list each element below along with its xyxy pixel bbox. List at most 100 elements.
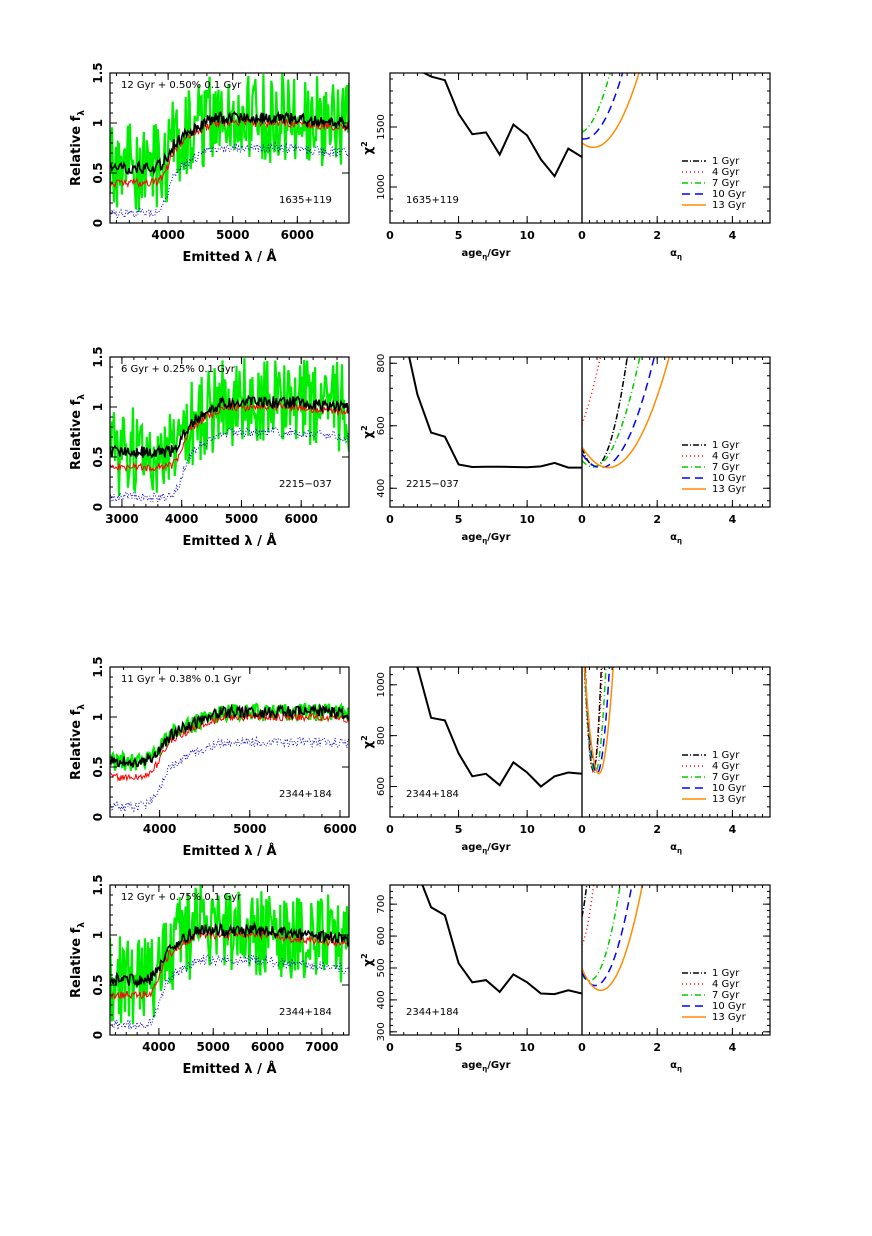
- chi2-alpha-frame: [581, 666, 771, 818]
- x-axis-label: Emitted λ / Å: [182, 249, 276, 265]
- x-tick-label: 2: [653, 1041, 661, 1054]
- y-tick-label: 0.5: [91, 162, 105, 183]
- x-tick-label: 3000: [105, 512, 138, 526]
- x-axis-label-subscript: η: [677, 1065, 682, 1073]
- y-tick-label: 400: [376, 990, 387, 1009]
- y-tick-label: 300: [376, 1022, 387, 1041]
- chi2-alpha-curve-10-gyr: [582, 885, 633, 987]
- y-tick-label: 0: [91, 813, 105, 821]
- chi2-alpha-frame: [581, 356, 771, 508]
- x-axis-label-tail: /Gyr: [487, 248, 510, 259]
- x-tick-label: 0: [386, 229, 394, 242]
- chi2-alpha-curve-13-gyr: [582, 73, 640, 149]
- y-tick-label: 500: [376, 958, 387, 977]
- x-tick-label: 2: [653, 513, 661, 526]
- y-tick-label: 0.5: [91, 446, 105, 467]
- y-tick-label: 700: [376, 895, 387, 914]
- x-axis-label-tail: /Gyr: [487, 1060, 510, 1071]
- chi2-age-panel: 0 5 10 400 600 800 2215−037 ageη/Gyr χ2: [360, 354, 770, 545]
- x-axis-label: αη: [670, 248, 682, 261]
- chi2-alpha-curves: [582, 357, 670, 469]
- y-axis-label-superscript: 2: [360, 735, 369, 741]
- x-axis-label: Emitted λ / Å: [182, 533, 276, 549]
- legend-label: 4 Gyr: [712, 451, 740, 462]
- object-label: 2215−037: [279, 479, 332, 490]
- y-tick-label: 0: [91, 1031, 105, 1039]
- chi2-alpha-curve-13-gyr: [583, 667, 614, 775]
- y-axis-label: Relative fλ: [69, 922, 87, 998]
- chi2-alpha-frame: [581, 72, 771, 224]
- y-tick-label: 1000: [376, 672, 387, 697]
- legend-label: 13 Gyr: [712, 794, 747, 805]
- legend-label: 7 Gyr: [712, 178, 740, 189]
- y-tick-label: 1.5: [91, 346, 105, 367]
- y-axis-label: χ2: [360, 735, 375, 748]
- x-axis-label: αη: [670, 532, 682, 545]
- x-tick-label: 4: [729, 513, 737, 526]
- y-axis-label-subscript: λ: [77, 922, 87, 928]
- old-population-line: [110, 930, 349, 1000]
- object-label: 2344+184: [279, 789, 332, 800]
- y-tick-label: 0: [91, 503, 105, 511]
- x-tick-label: 4000: [142, 1040, 175, 1054]
- x-tick-label: 6000: [284, 512, 317, 526]
- x-tick-label: 10: [519, 823, 535, 836]
- x-axis-label: αη: [670, 842, 682, 855]
- spectrum-panel: 4000 5000 6000 0 0.5 1 1.5 11 Gyr + 0.38% 0.1 G…: [69, 656, 357, 859]
- y-axis-label-subscript: λ: [77, 704, 87, 710]
- observed-spectrum-line: [110, 73, 349, 212]
- x-tick-label: 5: [455, 229, 463, 242]
- fit-label: 12 Gyr + 0.50% 0.1 Gyr: [121, 80, 242, 91]
- chi2-alpha-curve-4-gyr: [582, 885, 595, 946]
- x-axis-label-subscript: η: [482, 537, 487, 545]
- young-population-line: [110, 426, 349, 503]
- chi2-age-line: [416, 667, 582, 788]
- x-tick-label: 5000: [233, 822, 266, 836]
- object-label: 2344+184: [406, 789, 459, 800]
- spectrum-frame: [109, 884, 350, 1036]
- x-tick-label: 0: [578, 513, 586, 526]
- chi2-age-line: [422, 73, 582, 179]
- legend-label: 4 Gyr: [712, 167, 740, 178]
- x-axis-label-subscript: η: [482, 847, 487, 855]
- spectrum-panel: 4000 5000 6000 7000 0 0.5 1 1.5 12 Gyr + 0.75% 0…: [69, 874, 350, 1077]
- y-tick-label: 1.5: [91, 62, 105, 83]
- chi2-alpha-curve-10-gyr: [582, 73, 624, 140]
- x-tick-label: 5: [455, 823, 463, 836]
- x-axis-label: Emitted λ / Å: [182, 843, 276, 859]
- chi2-alpha-curve-13-gyr: [582, 885, 644, 992]
- x-axis-label: αη: [670, 1060, 682, 1073]
- x-tick-label: 4: [729, 823, 737, 836]
- legend-label: 13 Gyr: [712, 1012, 747, 1023]
- legend-label: 10 Gyr: [712, 783, 747, 794]
- y-axis-label: Relative fλ: [69, 394, 87, 470]
- x-tick-label: 6000: [281, 228, 314, 242]
- legend-label: 4 Gyr: [712, 761, 740, 772]
- x-tick-label: 0: [578, 823, 586, 836]
- chi2-age-panel: 0 5 10 300 400 500 600 700 2344+184 ageη/Gyr χ2: [360, 884, 770, 1073]
- x-axis-label: ageη/Gyr: [462, 248, 511, 261]
- chi2-alpha-curves: [582, 885, 644, 992]
- x-tick-label: 5: [455, 1041, 463, 1054]
- x-axis-label-subscript: η: [482, 1065, 487, 1073]
- observed-spectrum-line: [110, 885, 349, 1025]
- y-tick-label: 1: [91, 931, 105, 939]
- x-axis-label: ageη/Gyr: [462, 532, 511, 545]
- legend-label: 4 Gyr: [712, 979, 740, 990]
- spectrum-lines: [110, 702, 349, 813]
- object-label: 2344+184: [279, 1007, 332, 1018]
- y-tick-label: 1: [91, 119, 105, 127]
- spectrum-lines: [110, 358, 349, 503]
- object-label: 1635+119: [279, 195, 332, 206]
- x-axis-label-subscript: η: [482, 253, 487, 261]
- legend-label: 1 Gyr: [712, 750, 740, 761]
- y-axis-label: χ2: [360, 953, 375, 966]
